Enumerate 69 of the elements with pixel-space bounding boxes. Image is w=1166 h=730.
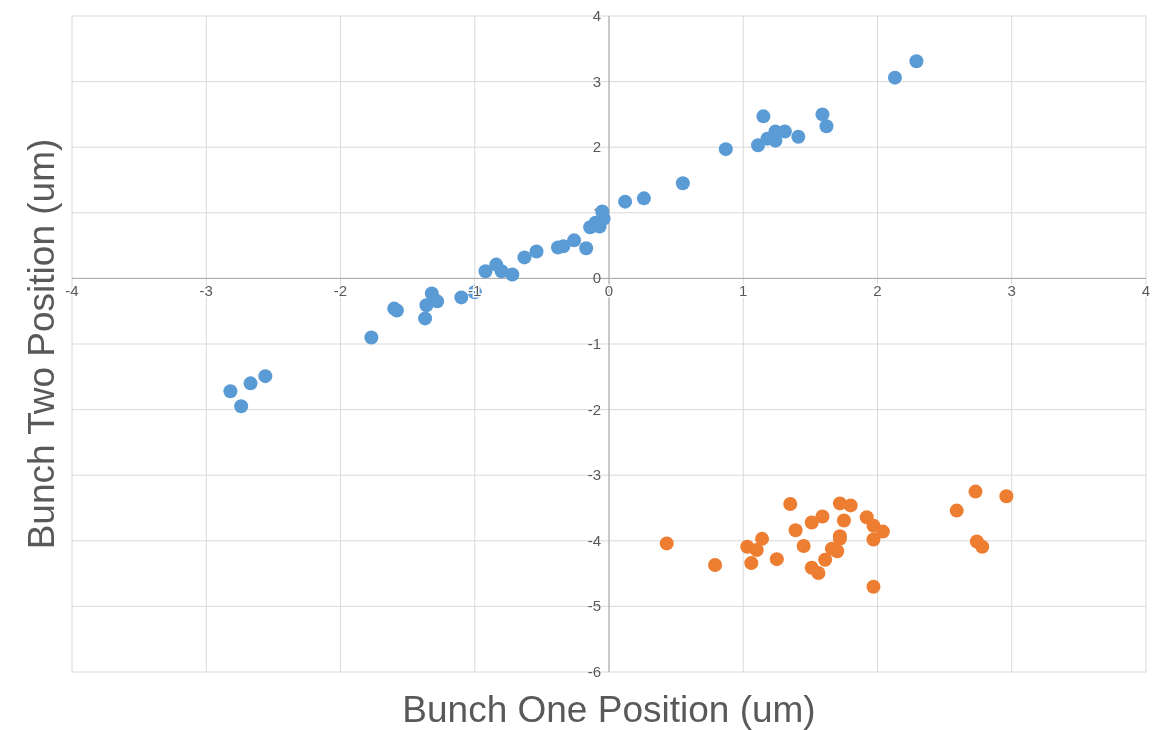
- point: [478, 264, 493, 279]
- point: [968, 484, 983, 499]
- point: [815, 107, 830, 122]
- point: [866, 579, 881, 594]
- y-tick-label: 3: [592, 72, 601, 90]
- y-tick-label: -6: [587, 663, 601, 680]
- y-tick-label: 4: [592, 7, 601, 24]
- y-tick-label: 2: [592, 138, 601, 156]
- point: [517, 250, 532, 265]
- x-tick-label: 1: [739, 282, 748, 300]
- x-tick-label: 0: [604, 282, 614, 300]
- y-tick-label: -3: [587, 466, 601, 484]
- point: [418, 311, 433, 326]
- point: [999, 489, 1014, 504]
- point: [505, 267, 520, 282]
- point: [223, 384, 238, 399]
- point: [258, 369, 273, 384]
- point: [811, 565, 826, 580]
- point: [364, 330, 379, 345]
- point: [819, 119, 834, 134]
- point: [751, 138, 766, 153]
- point: [618, 194, 633, 209]
- point: [579, 241, 594, 256]
- point: [454, 290, 469, 305]
- point: [755, 531, 770, 546]
- point: [430, 294, 445, 309]
- y-tick-label: -2: [587, 400, 601, 418]
- y-tick-label: -1: [587, 335, 601, 352]
- point: [744, 556, 759, 571]
- point: [234, 399, 249, 414]
- point: [788, 523, 803, 538]
- point: [909, 54, 924, 69]
- point: [796, 539, 811, 554]
- x-tick-label: -2: [333, 282, 348, 300]
- point: [791, 129, 806, 144]
- point: [567, 233, 582, 248]
- point: [949, 503, 964, 518]
- x-tick-label: 3: [1007, 282, 1016, 300]
- point: [243, 376, 258, 391]
- x-axis-title: Bunch One Position (um): [402, 689, 816, 730]
- point: [804, 515, 819, 530]
- x-tick-label: -1: [468, 282, 482, 300]
- y-axis-title: Bunch Two Position (um): [21, 138, 62, 550]
- y-tick-label: -5: [587, 597, 601, 615]
- point: [708, 558, 723, 573]
- x-tick-label: 4: [1141, 282, 1151, 300]
- point: [875, 524, 890, 539]
- point: [675, 176, 690, 191]
- x-tick-label: -4: [65, 282, 79, 300]
- point: [756, 109, 771, 124]
- y-tick-label: -4: [587, 531, 601, 549]
- y-tick-label: 0: [592, 269, 601, 287]
- point: [830, 544, 845, 559]
- point: [783, 497, 798, 512]
- point: [749, 542, 764, 557]
- point: [636, 191, 651, 206]
- x-tick-label: 2: [873, 282, 882, 300]
- point: [659, 536, 674, 551]
- point: [975, 539, 990, 554]
- point: [843, 498, 858, 513]
- point: [529, 244, 544, 259]
- point: [866, 532, 881, 547]
- point: [718, 142, 733, 157]
- point: [769, 552, 784, 567]
- point: [887, 70, 902, 85]
- point: [818, 552, 833, 567]
- point: [836, 513, 851, 528]
- x-tick-label: -3: [199, 282, 213, 300]
- point: [815, 509, 830, 524]
